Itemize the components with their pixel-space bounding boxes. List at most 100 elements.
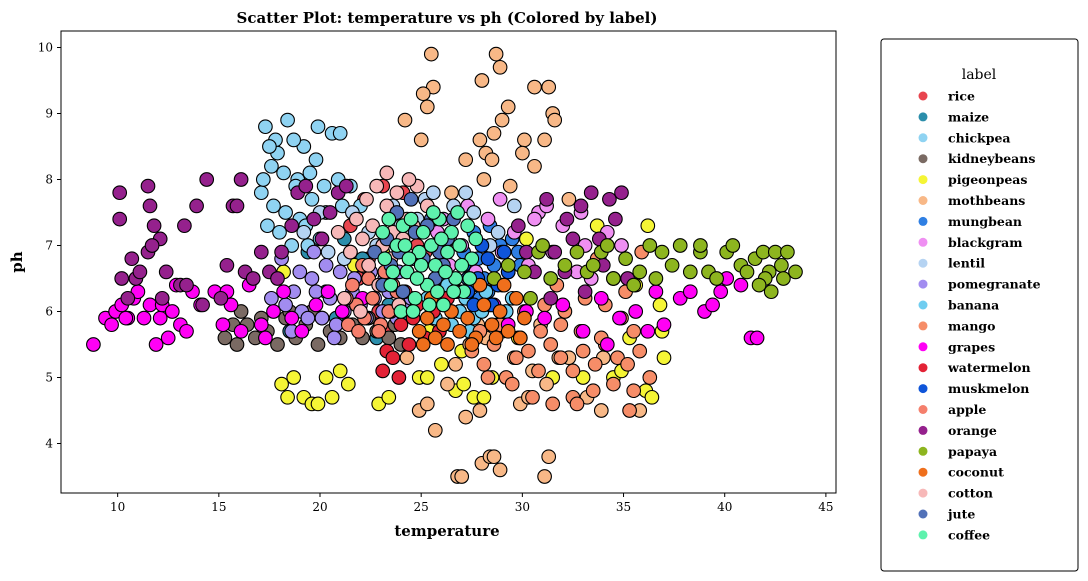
- data-point-pomegranate: [278, 297, 293, 313]
- data-point-mango: [543, 337, 559, 352]
- data-point-papaya: [523, 290, 538, 306]
- data-point-mothbeans: [537, 132, 552, 148]
- data-point-orange: [112, 185, 128, 201]
- data-point-mango: [508, 350, 524, 366]
- data-point-orange: [177, 218, 192, 234]
- data-point-mothbeans: [472, 403, 488, 418]
- data-point-grapes: [599, 337, 615, 352]
- data-point-coffee: [444, 224, 459, 240]
- data-point-orange: [120, 290, 136, 306]
- data-point-watermelon: [385, 350, 401, 366]
- data-point-mothbeans: [444, 185, 459, 201]
- data-point-mango: [476, 356, 492, 372]
- data-point-cotton: [365, 218, 380, 234]
- data-point-papaya: [774, 257, 789, 273]
- data-point-pigeonpeas: [434, 356, 449, 372]
- data-point-papaya: [642, 238, 658, 253]
- data-point-coffee: [397, 238, 413, 253]
- data-point-papaya: [751, 277, 767, 293]
- data-point-pomegranate: [326, 330, 342, 346]
- data-point-lentil: [296, 224, 312, 240]
- data-point-chickpea: [255, 172, 271, 187]
- data-point-coffee: [425, 205, 441, 220]
- data-point-orange: [608, 211, 623, 227]
- data-point-chickpea: [302, 165, 318, 181]
- legend-marker-cotton: [918, 488, 928, 498]
- legend-label-rice: rice: [948, 89, 975, 104]
- data-point-chickpea: [296, 139, 312, 154]
- data-point-papaya: [632, 264, 648, 280]
- data-point-orange: [559, 211, 575, 227]
- data-point-coffee: [419, 277, 435, 293]
- data-point-orange: [338, 178, 354, 194]
- data-point-grapes: [640, 323, 656, 339]
- legend-marker-mungbean: [918, 216, 928, 226]
- data-point-pigeonpeas: [656, 350, 672, 366]
- data-point-pigeonpeas: [324, 389, 340, 405]
- data-point-mango: [553, 317, 569, 333]
- data-point-pomegranate: [314, 310, 330, 326]
- data-point-grapes: [713, 284, 729, 300]
- data-point-coffee: [421, 297, 437, 313]
- data-point-mothbeans: [486, 449, 502, 465]
- data-point-grapes: [223, 297, 239, 313]
- data-point-cotton: [369, 178, 385, 194]
- data-point-grapes: [593, 290, 609, 306]
- data-point-pigeonpeas: [640, 218, 656, 234]
- data-point-lentil: [506, 198, 522, 214]
- data-point-cotton: [361, 257, 376, 273]
- data-point-mango: [525, 389, 540, 405]
- data-point-coffee: [405, 304, 421, 319]
- data-point-coconut: [512, 330, 528, 346]
- data-point-coffee: [452, 238, 467, 253]
- data-point-jute: [395, 284, 411, 300]
- legend-label-jute: jute: [947, 507, 975, 522]
- legend-marker-lentil: [918, 258, 928, 268]
- legend-label-pigeonpeas: pigeonpeas: [948, 172, 1027, 187]
- data-point-pigeonpeas: [310, 396, 326, 412]
- data-point-orange: [144, 238, 160, 253]
- legend-marker-pigeonpeas: [918, 175, 928, 185]
- data-point-mothbeans: [399, 350, 415, 366]
- data-point-coconut: [411, 323, 427, 339]
- data-point-orange: [314, 231, 330, 247]
- data-point-grapes: [308, 297, 324, 313]
- data-point-coffee: [468, 231, 484, 247]
- data-point-watermelon: [391, 370, 407, 385]
- data-point-chickpea: [284, 238, 300, 253]
- data-point-chickpea: [286, 132, 302, 148]
- legend-title: label: [962, 67, 997, 83]
- data-point-mothbeans: [515, 145, 530, 161]
- legend-label-apple: apple: [948, 402, 986, 417]
- data-point-orange: [158, 264, 174, 280]
- data-point-pigeonpeas: [575, 370, 591, 385]
- y-tick-label: 7: [45, 239, 53, 253]
- data-point-orange: [306, 211, 322, 227]
- data-point-mothbeans: [476, 172, 492, 187]
- data-point-mothbeans: [474, 73, 490, 88]
- legend-label-papaya: papaya: [948, 444, 997, 459]
- data-point-orange: [565, 231, 581, 247]
- data-point-chickpea: [316, 178, 332, 194]
- x-tick-label: 45: [818, 500, 833, 514]
- data-point-grapes: [86, 337, 101, 352]
- data-point-pomegranate: [306, 244, 322, 260]
- data-point-grapes: [104, 317, 119, 333]
- y-tick-label: 4: [45, 437, 53, 451]
- data-point-grapes: [334, 304, 350, 319]
- data-point-papaya: [776, 271, 791, 286]
- y-tick-label: 6: [45, 305, 53, 319]
- data-point-papaya: [626, 277, 642, 293]
- data-point-mango: [480, 370, 496, 385]
- data-point-muskmelon: [496, 244, 512, 260]
- legend-marker-grapes: [918, 342, 928, 352]
- data-point-mango: [606, 376, 621, 392]
- data-point-mothbeans: [547, 112, 563, 128]
- legend-label-mango: mango: [948, 318, 996, 333]
- data-point-apple: [371, 323, 387, 339]
- legend-label-coffee: coffee: [948, 527, 990, 542]
- x-tick-label: 20: [312, 500, 327, 514]
- data-point-coconut: [488, 330, 504, 346]
- data-point-grapes: [266, 304, 281, 319]
